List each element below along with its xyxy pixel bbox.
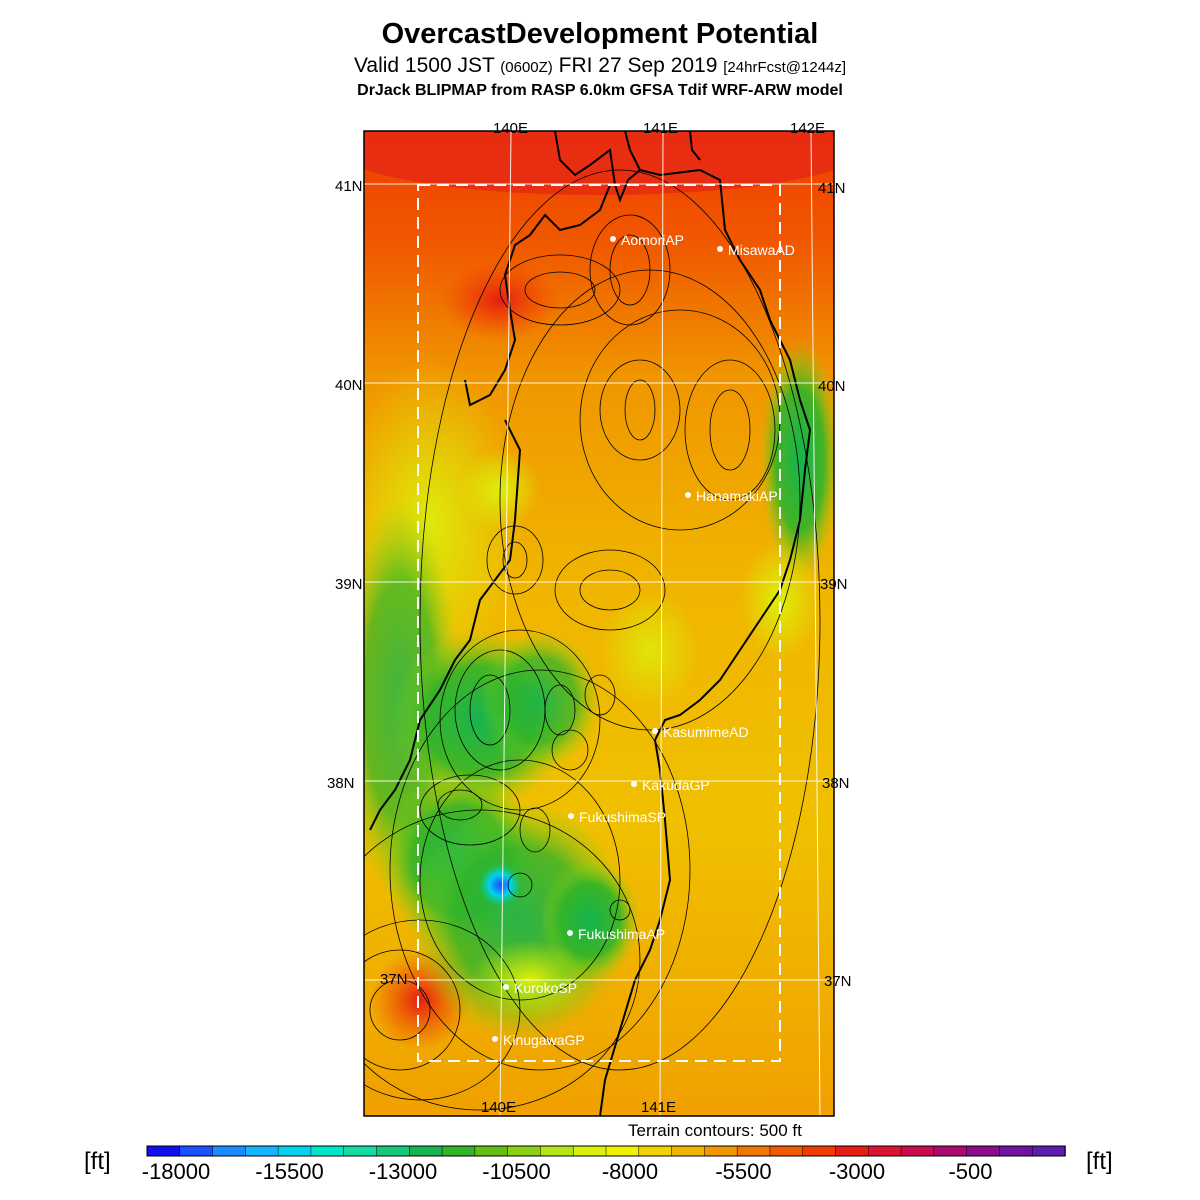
map-frame — [363, 130, 835, 1117]
colorbar-unit-left: [ft] — [84, 1148, 111, 1175]
right-lat-label: 41N — [818, 180, 846, 197]
bottom-lon-label: 141E — [641, 1099, 676, 1116]
station-label: AomoriAP — [621, 232, 684, 248]
left-lat-label: 40N — [335, 377, 363, 394]
station-dot — [568, 813, 574, 819]
station-dot — [652, 728, 658, 734]
bottom-lon-label: 140E — [481, 1099, 516, 1116]
station-dot — [492, 1036, 498, 1042]
left-lat-label: 39N — [335, 576, 363, 593]
model-line: DrJack BLIPMAP from RASP 6.0km GFSA Tdif… — [357, 82, 843, 99]
colorbar-tick-label: -18000 — [141, 1159, 211, 1184]
right-lat-label: 37N — [824, 973, 852, 990]
left-lat-label: 38N — [327, 775, 355, 792]
station-dot — [685, 492, 691, 498]
terrain-contours — [364, 169, 821, 1111]
station-dot — [717, 246, 723, 252]
valid-date: FRI 27 Sep 2019 — [558, 54, 718, 77]
top-lon-label: 140E — [493, 120, 528, 137]
terrain-contour-note: Terrain contours: 500 ft — [628, 1121, 802, 1140]
station-label: KinugawaGP — [503, 1032, 585, 1048]
valid-time-main: Valid 1500 JST — [353, 54, 495, 77]
colorbar-tick-label: -15500 — [255, 1159, 324, 1184]
left-lat-label: 37N — [380, 971, 408, 988]
colorbar-tick-label: -500 — [948, 1159, 993, 1184]
station-label: KasumimeAD — [663, 724, 749, 740]
top-lon-label: 142E — [790, 120, 825, 137]
top-lon-label: 141E — [643, 120, 678, 137]
colorbar-tick-label: -5500 — [715, 1159, 772, 1184]
station-label: MisawaAD — [728, 242, 795, 258]
right-lat-label: 40N — [818, 378, 846, 395]
station-label: FukushimaAP — [578, 926, 665, 942]
inner-domain-box — [417, 184, 781, 1062]
station-label: KakudaGP — [642, 777, 710, 793]
station-label: KurokoSP — [514, 980, 577, 996]
station-label: FukushimaSP — [579, 809, 666, 825]
axis-labels: 140E 141E 142E 140E 141E 41N 40N 39N 38N… — [327, 120, 852, 1116]
colorbar-tick-label: -3000 — [828, 1159, 886, 1184]
map-title: OvercastDevelopment Potential — [381, 18, 819, 50]
forecast-info: [24hrFcst@1244z] — [723, 59, 847, 76]
valid-time: Valid 1500 JST (0600Z) FRI 27 Sep 2019 [… — [0, 54, 1200, 78]
station-dot — [631, 781, 637, 787]
station-dot — [610, 236, 616, 242]
right-lat-label: 38N — [822, 775, 850, 792]
station-dot — [567, 930, 573, 936]
colorbar-tick-label: -13000 — [368, 1159, 438, 1184]
right-lat-label: 39N — [820, 576, 848, 593]
graticule — [364, 130, 834, 1117]
station-dot — [503, 984, 509, 990]
valid-time-utc: (0600Z) — [500, 59, 553, 76]
colorbar-unit-right: [ft] — [1086, 1148, 1113, 1175]
station-label: HanamakiAP — [696, 488, 778, 504]
colorbar-tick-label: -10500 — [482, 1159, 551, 1184]
station-markers: AomoriAP MisawaAD HanamakiAP KasumimeAD … — [492, 232, 795, 1048]
left-lat-label: 41N — [335, 178, 363, 195]
colorbar-tick-label: -8000 — [601, 1159, 659, 1184]
